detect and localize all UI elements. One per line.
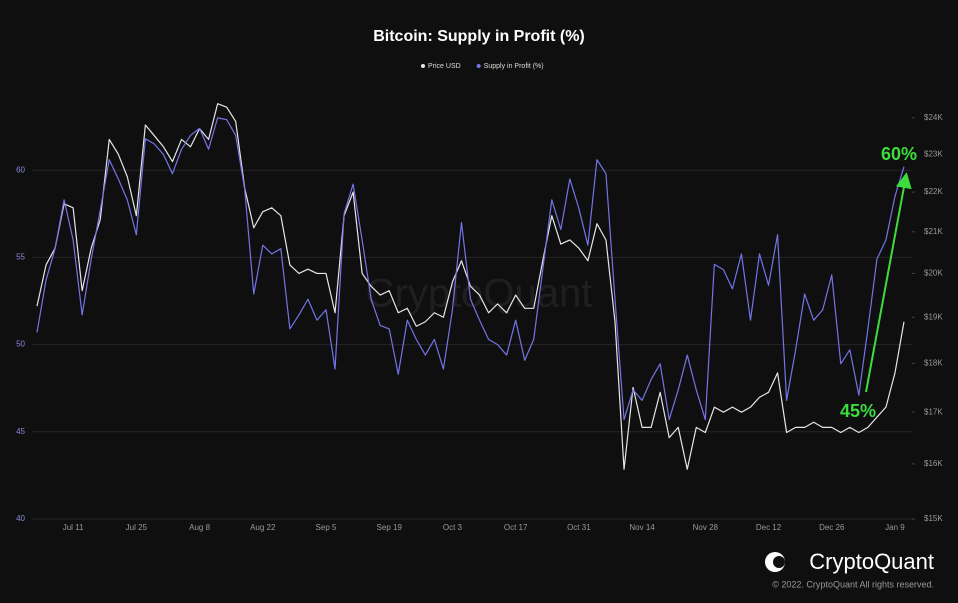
x-tick-label: Aug 22 [250,523,276,532]
chart-title: Bitcoin: Supply in Profit (%) [373,28,585,45]
x-tick-label: Dec 26 [819,523,845,532]
logo [765,552,785,572]
x-tick-label: Dec 12 [756,523,782,532]
y2-tick-label: $17K [924,407,943,416]
annotation: 60% [881,144,917,164]
y2-tick-label: $21K [924,227,943,236]
y2-tick-label: $18K [924,358,943,367]
logo-icon-cut [773,556,785,568]
y2-tick-label: $15K [924,514,943,523]
x-tick-label: Sep 5 [316,523,337,532]
x-tick-label: Oct 31 [567,523,591,532]
x-tick-label: Sep 19 [377,523,403,532]
y2-tick-label: $19K [924,312,943,321]
legend-label: Supply in Profit (%) [484,63,544,70]
y2-tick-label: $24K [924,113,943,122]
y2-tick-label: $22K [924,187,943,196]
x-tick-label: Jul 11 [63,523,84,532]
x-tick-label: Oct 17 [504,523,528,532]
series-line [36,103,905,470]
legend: Price USD Supply in Profit (%) [421,63,544,70]
y-tick-label: 45 [16,427,25,436]
y2-tick-label: $23K [924,149,943,158]
watermark: CryptoQuant [366,272,593,316]
x-tick-label: Aug 8 [189,523,210,532]
y-tick-label: 60 [16,165,25,174]
x-tick-label: Jan 9 [885,523,905,532]
y2-tick-label: $20K [924,269,943,278]
series-line [36,117,905,421]
x-tick-label: Nov 14 [629,523,655,532]
y2-tick-label: $16K [924,459,943,468]
annotation: 45% [840,401,876,421]
y-tick-label: 40 [16,514,25,523]
y-tick-label: 55 [16,253,25,262]
x-tick-label: Nov 28 [693,523,719,532]
legend-marker [476,64,481,68]
y-tick-label: 50 [16,340,25,349]
arrow [865,172,912,393]
legend-label: Price USD [428,63,461,70]
copyright: © 2022. CryptoQuant All rights reserved. [772,579,934,589]
x-tick-label: Oct 3 [443,523,463,532]
brand: CryptoQuant [809,549,934,574]
x-tick-label: Jul 25 [126,523,148,532]
legend-marker [421,64,425,68]
